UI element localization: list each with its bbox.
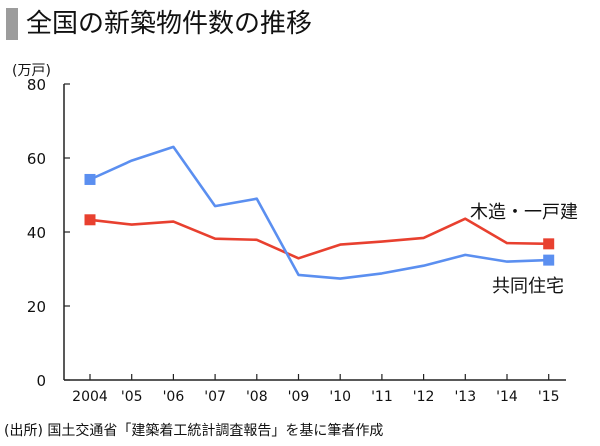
source-note: (出所) 国土交通省「建築着工統計調査報告」を基に筆者作成 — [4, 423, 384, 439]
data-point — [543, 238, 555, 250]
series-label-0: 木造・一戸建 — [470, 202, 578, 223]
x-tick-label: '06 — [163, 389, 185, 405]
series-line-1 — [88, 145, 551, 280]
y-tick-label: 40 — [27, 224, 46, 242]
x-tick-label: '15 — [538, 389, 560, 405]
data-point — [84, 214, 96, 226]
y-tick-label: 0 — [36, 372, 46, 390]
data-point — [543, 254, 555, 266]
y-tick-label: 60 — [27, 150, 46, 168]
y-tick-label: 20 — [27, 298, 46, 316]
data-point — [84, 173, 96, 185]
x-tick-label: '07 — [204, 389, 226, 405]
x-tick-label: '10 — [329, 389, 351, 405]
x-tick-label: '12 — [413, 389, 435, 405]
x-tick-label: '13 — [454, 389, 476, 405]
y-axis-ticks: 0 20 40 60 80 — [27, 76, 70, 390]
x-tick-label: '14 — [496, 389, 518, 405]
chart-axes — [63, 84, 566, 381]
x-tick-label: 2004 — [72, 389, 108, 405]
x-tick-label: '09 — [288, 389, 310, 405]
chart-series — [84, 145, 555, 280]
x-tick-label: '11 — [371, 389, 393, 405]
series-line-0 — [88, 217, 551, 260]
y-axis-unit-label: (万戸) — [12, 63, 51, 79]
chart-title: 全国の新築物件数の推移 — [26, 9, 313, 39]
series-label-1: 共同住宅 — [492, 276, 564, 297]
x-axis-ticks: 2004 '05 '06 '07 '08 '09 '10 '11 '12 '13 '14 '15 — [72, 374, 560, 405]
title-accent-bar — [6, 8, 18, 40]
x-tick-label: '05 — [121, 389, 143, 405]
x-tick-label: '08 — [246, 389, 268, 405]
y-tick-label: 80 — [27, 76, 46, 94]
